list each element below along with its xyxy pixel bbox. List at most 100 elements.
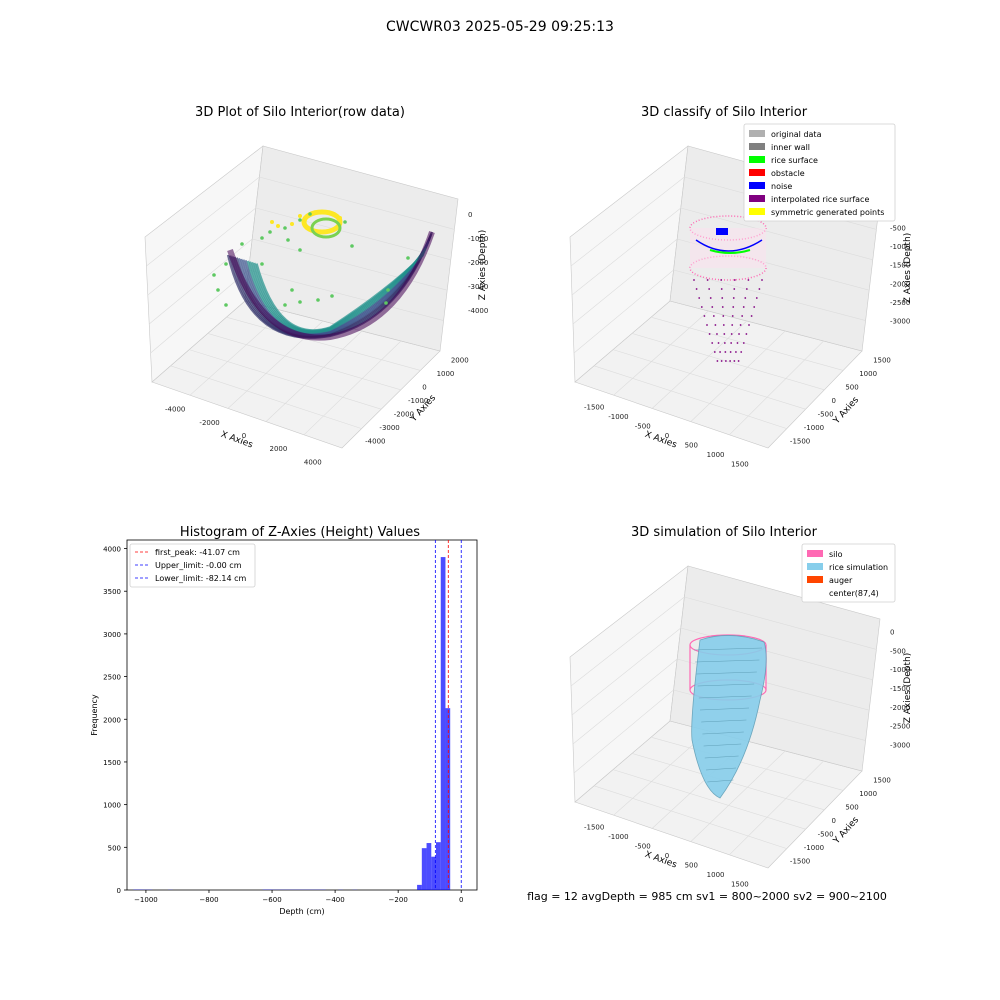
classify-z-tick-label: -2500 <box>890 299 910 307</box>
simulation-footer: flag = 12 avgDepth = 985 cm sv1 = 800~20… <box>527 890 887 903</box>
simulation-grid-line <box>684 596 877 650</box>
classify-x-tick-label: 1500 <box>731 460 749 468</box>
classify-y-tick-label: -500 <box>818 410 834 418</box>
classify-interpolated-point <box>755 297 758 299</box>
raw-y-tick-label: -1000 <box>408 397 428 405</box>
classify-interpolated-point <box>733 279 736 281</box>
classify-y-tick-label: 500 <box>845 384 858 392</box>
histogram-y-tick-label: 0 <box>117 887 121 895</box>
classify-grid-line <box>613 310 709 396</box>
classify-interpolated-point <box>721 297 724 299</box>
classify-legend-swatch <box>749 195 765 202</box>
classify-interpolated-point <box>748 324 750 326</box>
classify-legend-swatch <box>749 143 765 150</box>
simulation-rice-mesh <box>704 755 739 759</box>
classify-grid-line <box>680 207 873 261</box>
simulation-z-tick-label: -3000 <box>890 742 910 750</box>
simulation-legend-swatch <box>807 550 823 557</box>
simulation-z-tick-label: -1500 <box>890 685 910 693</box>
classify-x-tick-label: 0 <box>665 432 669 440</box>
classify-silo-bottom <box>689 255 767 281</box>
raw-z-tick-label: -2000 <box>468 259 488 267</box>
simulation-legend-swatch <box>807 576 823 583</box>
classify-interpolated-point <box>745 333 748 335</box>
classify-interpolated-point <box>709 297 712 299</box>
classify-grid-line <box>690 330 786 422</box>
raw-point <box>406 256 410 260</box>
raw-point <box>283 226 287 230</box>
histogram-y-tick-label: 3500 <box>103 588 121 596</box>
simulation-rice-mesh <box>707 779 734 783</box>
raw-grid-line <box>170 365 362 429</box>
histogram-bar <box>426 843 432 890</box>
raw-x-tick-label: 4000 <box>304 458 322 466</box>
classify-interpolated-point <box>739 324 742 326</box>
histogram-x-tick-label: −800 <box>199 896 218 904</box>
simulation-x-tick-label: -1500 <box>584 824 604 832</box>
raw-point <box>212 273 216 277</box>
classify-legend-label: symmetric generated points <box>771 208 884 217</box>
raw-point <box>298 248 302 252</box>
classify-interpolated-point <box>719 351 721 353</box>
simulation-z-tick-label: 0 <box>890 628 894 636</box>
classify-interpolated-point <box>733 288 736 290</box>
classify-interpolated-point <box>729 360 732 362</box>
raw-point <box>216 288 220 292</box>
classify-interpolated-point <box>721 306 724 308</box>
classify-interpolated-point <box>708 288 711 290</box>
classify-z-tick-label: -1000 <box>890 243 910 251</box>
simulation-grid-line <box>690 750 786 842</box>
simulation-grid-line <box>613 730 709 816</box>
classify-x-tick-label: 500 <box>685 441 698 449</box>
classify-z-tick-label: -500 <box>890 224 906 232</box>
raw-point <box>290 222 294 226</box>
classify-legend-label: original data <box>771 130 822 139</box>
raw-point <box>260 262 264 266</box>
classify-panel-title: 3D classify of Silo Interior <box>641 105 808 120</box>
classify-grid-line <box>571 207 681 296</box>
classify-grid-line <box>631 333 825 391</box>
classify-interpolated-point <box>742 306 745 308</box>
panel-classify: 3D classify of Silo Interior -1500-1000-… <box>569 105 913 468</box>
histogram-legend-label: Lower_limit: -82.14 cm <box>155 574 247 583</box>
histogram-legend-label: first_peak: -41.07 cm <box>155 548 240 557</box>
classify-legend-swatch <box>749 169 765 176</box>
classify-interpolated-point <box>733 360 736 362</box>
simulation-legend-label: silo <box>829 550 843 559</box>
panel-histogram: Histogram of Z-Axies (Height) Values −10… <box>90 525 478 916</box>
histogram-y-axis-label: Frequency <box>90 694 99 736</box>
classify-interpolated-point <box>747 279 750 281</box>
classify-interpolated-point <box>737 360 740 362</box>
classify-noise-curve <box>695 239 763 252</box>
histogram-panel-title: Histogram of Z-Axies (Height) Values <box>180 525 420 540</box>
raw-point <box>343 220 347 224</box>
raw-point <box>316 298 320 302</box>
simulation-z-axis-label: Z Axies (Depth) <box>903 653 913 724</box>
raw-point <box>276 224 280 228</box>
histogram-y-tick-label: 3000 <box>103 631 121 639</box>
raw-grid-line <box>303 340 402 436</box>
histogram-bar <box>431 856 437 890</box>
classify-interpolated-point <box>736 342 739 344</box>
raw-point <box>386 288 390 292</box>
raw-y-tick-label: -2000 <box>394 410 414 418</box>
raw-point <box>298 300 302 304</box>
simulation-legend-swatch <box>807 563 823 570</box>
histogram-x-tick-label: −200 <box>389 896 408 904</box>
simulation-y-tick-label: 0 <box>832 817 836 825</box>
raw-z-tick-label: -3000 <box>468 283 488 291</box>
classify-interpolated-point <box>722 324 725 326</box>
panel-simulation: 3D simulation of Silo Interior flag = 12… <box>527 525 913 903</box>
classify-interpolated-point <box>758 288 761 290</box>
histogram-bar <box>436 842 441 890</box>
classify-interpolated-point <box>729 351 732 353</box>
raw-z-tick-label: -1000 <box>468 235 488 243</box>
simulation-grid-line <box>612 769 806 830</box>
raw-point <box>270 220 274 224</box>
classify-grid-line <box>729 340 824 436</box>
raw-point <box>332 212 336 216</box>
classify-legend-swatch <box>749 182 765 189</box>
raw-grid-line <box>207 333 401 391</box>
histogram-y-tick-label: 500 <box>108 844 121 852</box>
